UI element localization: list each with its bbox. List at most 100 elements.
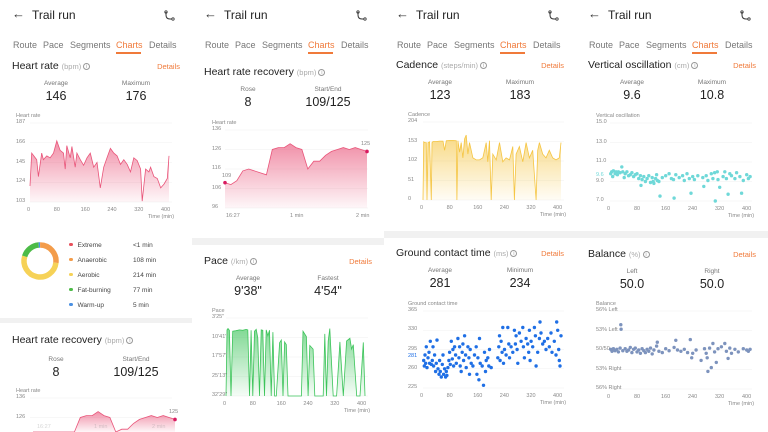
data-point [704, 174, 708, 178]
tab-pace[interactable]: Pace [619, 40, 640, 50]
zone-color-dot [69, 302, 73, 306]
route-share-icon[interactable] [547, 9, 559, 21]
zone-duration: <1 min [133, 242, 153, 249]
x-tick-label: 80 [53, 207, 60, 213]
data-point [511, 350, 515, 354]
data-point [464, 365, 468, 370]
data-point [434, 361, 438, 365]
tab-route[interactable]: Route [589, 40, 614, 50]
heart-rate-zone-donut [21, 242, 59, 280]
stat-label: Right [704, 268, 720, 275]
balance-title-row: Balance (%) i [588, 248, 650, 260]
series-area [33, 411, 175, 432]
screen-title: Trail run [416, 8, 460, 22]
zone-legend-item: Fat-burning 77 min [69, 287, 179, 294]
data-point [552, 339, 556, 343]
ground_contact-details-link[interactable]: Details [541, 249, 564, 258]
info-icon[interactable]: i [480, 62, 488, 69]
data-point [637, 348, 641, 352]
unit-label: (steps/min) [440, 61, 479, 70]
tab-charts[interactable]: Charts [692, 40, 719, 50]
x-tick-label: 320 [134, 207, 144, 213]
x-tick-label: 1 min [94, 424, 108, 430]
data-point [745, 173, 749, 177]
info-icon[interactable]: i [318, 69, 326, 76]
info-icon[interactable]: i [249, 258, 257, 265]
data-point [741, 347, 745, 351]
data-point [702, 184, 706, 189]
info-icon[interactable]: i [83, 63, 91, 70]
pace-details-link[interactable]: Details [349, 257, 372, 266]
data-point [672, 196, 676, 200]
data-point [615, 347, 619, 351]
route-share-icon[interactable] [739, 9, 751, 21]
data-point [528, 358, 532, 363]
x-tick-label: 80 [634, 394, 641, 400]
info-icon[interactable]: i [691, 62, 699, 69]
back-arrow-icon[interactable]: ← [396, 6, 409, 21]
info-icon[interactable]: i [510, 250, 518, 257]
hr_recovery-chart [223, 129, 369, 209]
data-point [707, 346, 712, 350]
data-point [667, 172, 671, 176]
zone-color-dot [69, 257, 73, 261]
x-tick-label: 400 [161, 207, 171, 213]
tab-charts[interactable]: Charts [116, 40, 143, 50]
data-point [621, 170, 625, 174]
tab-details[interactable]: Details [341, 40, 369, 50]
info-icon[interactable]: i [642, 251, 650, 258]
tab-segments[interactable]: Segments [262, 40, 303, 50]
tab-charts[interactable]: Charts [308, 40, 335, 50]
tab-route[interactable]: Route [397, 40, 422, 50]
section-divider [192, 238, 384, 245]
y-tick-label: 15.0 [596, 119, 607, 125]
data-point [618, 346, 622, 350]
tab-segments[interactable]: Segments [70, 40, 111, 50]
data-point [486, 356, 490, 360]
back-arrow-icon[interactable]: ← [12, 6, 25, 21]
x-tick-label: 320 [526, 393, 536, 399]
data-point [451, 347, 455, 352]
data-point [462, 334, 467, 338]
route-share-icon[interactable] [163, 9, 175, 21]
tab-segments[interactable]: Segments [646, 40, 687, 50]
tab-pace[interactable]: Pace [43, 40, 64, 50]
back-arrow-icon[interactable]: ← [588, 6, 601, 21]
data-point [711, 341, 715, 346]
chart-ylabel: Heart rate [16, 113, 41, 119]
tab-route[interactable]: Route [205, 40, 230, 50]
series-area [30, 140, 170, 202]
x-tick-label: 400 [357, 401, 367, 407]
tab-charts[interactable]: Charts [500, 40, 527, 50]
tab-pace[interactable]: Pace [427, 40, 448, 50]
info-icon[interactable]: i [126, 337, 134, 344]
data-point [687, 176, 691, 181]
x-tick-label: 240 [688, 206, 698, 212]
data-point [709, 365, 713, 370]
zone-legend-item: Warm-up 5 min [69, 302, 179, 309]
tab-route[interactable]: Route [13, 40, 38, 50]
data-point [526, 342, 530, 346]
tab-details[interactable]: Details [533, 40, 561, 50]
cadence-details-link[interactable]: Details [541, 61, 564, 70]
heart_rate-details-link[interactable]: Details [157, 62, 180, 71]
tab-pace[interactable]: Pace [235, 40, 256, 50]
data-point [704, 351, 708, 355]
y-tick-label: 295 [408, 345, 418, 352]
tab-details[interactable]: Details [149, 40, 177, 50]
back-arrow-icon[interactable]: ← [204, 6, 217, 21]
stat-value: 176 [125, 89, 147, 103]
tab-details[interactable]: Details [725, 40, 753, 50]
vertical_oscillation-details-link[interactable]: Details [733, 61, 756, 70]
x-axis-label: Time (min) [728, 213, 755, 219]
pace-chart [225, 317, 368, 397]
y-tick-label: 330 [408, 326, 418, 333]
x-tick-label: 240 [303, 401, 313, 407]
data-point [694, 348, 698, 352]
balance-details-link[interactable]: Details [733, 250, 756, 259]
route-share-icon[interactable] [355, 9, 367, 21]
tab-segments[interactable]: Segments [454, 40, 495, 50]
data-point [643, 350, 648, 355]
data-point [616, 350, 621, 354]
data-point [430, 358, 434, 363]
